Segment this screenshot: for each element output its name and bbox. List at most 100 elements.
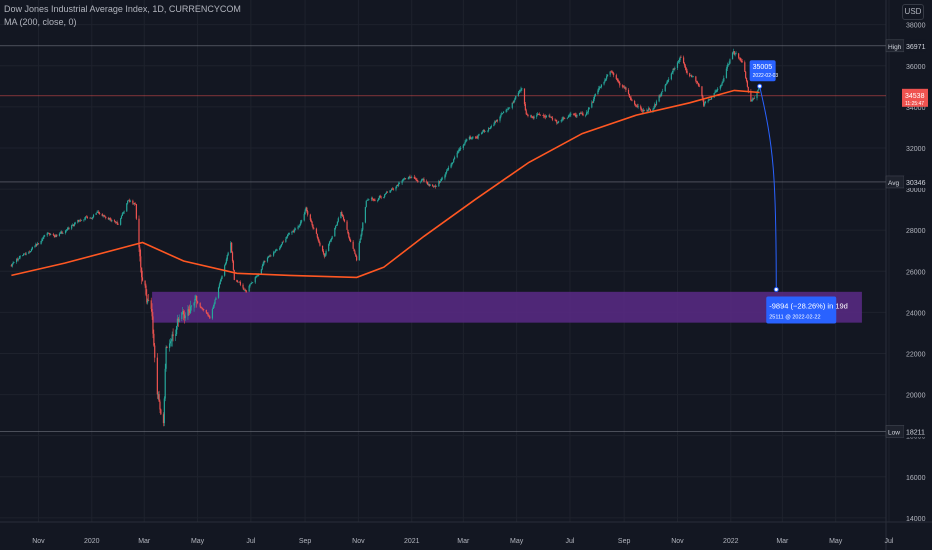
candle-body — [177, 318, 179, 322]
candle-body — [250, 283, 252, 285]
candle-body — [416, 179, 418, 181]
candle-body — [744, 62, 746, 72]
candle-body — [439, 180, 442, 182]
candle-body — [323, 253, 325, 257]
candle-body — [98, 212, 100, 214]
last-price-bg — [902, 88, 928, 107]
candle-body — [680, 57, 682, 58]
candle-body — [481, 131, 484, 133]
candle-body — [163, 398, 165, 424]
candle-body — [567, 116, 569, 118]
candle-body — [315, 228, 318, 234]
candle-body — [108, 218, 110, 220]
candle-body — [625, 87, 627, 90]
candle-body — [74, 222, 76, 224]
candle-body — [23, 253, 25, 256]
stat-value-label: 18211 — [906, 429, 925, 436]
candle-body — [617, 79, 619, 82]
projection-start-dot — [757, 83, 763, 89]
time-tick-label: Nov — [32, 538, 45, 545]
candle-body — [13, 262, 15, 263]
candle-body — [342, 216, 345, 220]
candle-body — [383, 197, 385, 198]
currency-button[interactable]: USD — [902, 4, 924, 20]
candle-body — [329, 240, 332, 242]
candle-body — [334, 228, 336, 237]
candle-body — [194, 298, 196, 304]
candle-body — [244, 289, 246, 291]
candle-body — [698, 85, 700, 87]
candle-body — [641, 108, 643, 111]
candle-body — [72, 224, 75, 227]
candle-body — [281, 241, 283, 245]
candle-body — [514, 98, 516, 101]
candle-body — [401, 180, 403, 184]
symbol-legend: Dow Jones Industrial Average Index, 1D, … — [4, 4, 241, 14]
candle-body — [605, 78, 607, 80]
candle-body — [422, 179, 424, 180]
candle-body — [640, 106, 642, 109]
candle-body — [634, 100, 636, 105]
candle-body — [293, 229, 296, 232]
candle-body — [560, 120, 562, 122]
projection-end-callout: -9894 (−28.26%) in 19d 25111 @ 2022-02-22 — [766, 296, 848, 324]
candle-body — [444, 175, 446, 179]
candle-body — [717, 88, 719, 91]
candle-body — [493, 124, 495, 126]
candle-body — [172, 334, 174, 336]
candle-body — [181, 312, 183, 320]
candle-body — [89, 217, 91, 219]
candle-body — [145, 285, 147, 295]
candle-body — [238, 281, 241, 283]
candle-body — [83, 219, 85, 221]
candle-body — [466, 139, 468, 141]
candle-body — [221, 275, 223, 279]
candle-body — [690, 75, 693, 77]
candle-body — [396, 185, 398, 187]
candle-body — [153, 333, 155, 346]
stat-label-avg: Avg 30346 — [885, 175, 926, 189]
callout-bg — [749, 60, 776, 82]
candle-body — [201, 307, 203, 309]
candle-body — [162, 414, 165, 424]
candle-body — [273, 251, 276, 253]
candle-body — [11, 264, 13, 267]
candle-body — [171, 334, 173, 341]
candle-body — [683, 63, 686, 66]
candle-body — [623, 86, 625, 88]
candle-body — [676, 62, 679, 68]
candle-body — [78, 220, 81, 222]
candle-body — [513, 100, 515, 103]
candle-body — [561, 118, 563, 121]
candle-body — [384, 193, 387, 195]
candle-body — [517, 92, 519, 96]
candle-body — [214, 299, 216, 304]
candle-body — [733, 51, 735, 55]
candle-body — [166, 347, 168, 349]
candle-body — [231, 252, 234, 262]
candle-body — [203, 309, 205, 310]
candle-body — [322, 250, 325, 254]
candle-body — [260, 269, 262, 274]
candle-body — [262, 263, 264, 267]
candle-body — [398, 183, 401, 184]
candle-body — [481, 132, 483, 135]
candle-body — [264, 261, 266, 262]
time-tick-label: Sep — [618, 538, 631, 545]
time-tick-label: Mar — [138, 538, 151, 545]
candle-body — [570, 113, 572, 115]
candle-body — [200, 306, 202, 308]
price-tick-label: 26000 — [906, 269, 926, 276]
candle-body — [60, 231, 62, 233]
candle-body — [340, 212, 342, 219]
candle-body — [97, 212, 99, 213]
candle-body — [677, 62, 679, 63]
candle-body — [391, 188, 393, 191]
candle-body — [156, 357, 158, 395]
candle-body — [652, 109, 654, 112]
candle-body — [141, 267, 143, 278]
candle-body — [672, 69, 674, 73]
candle-body — [371, 198, 373, 199]
candle-body — [36, 244, 38, 246]
